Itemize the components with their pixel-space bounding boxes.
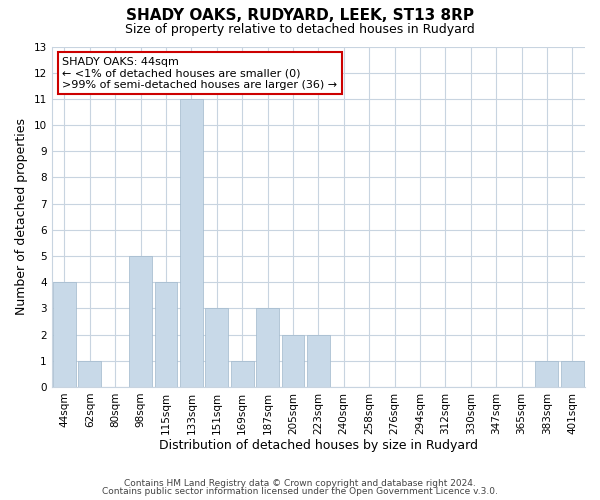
Bar xyxy=(129,256,152,387)
Bar xyxy=(53,282,76,387)
X-axis label: Distribution of detached houses by size in Rudyard: Distribution of detached houses by size … xyxy=(159,440,478,452)
Text: SHADY OAKS: 44sqm
← <1% of detached houses are smaller (0)
>99% of semi-detached: SHADY OAKS: 44sqm ← <1% of detached hous… xyxy=(62,56,337,90)
Bar xyxy=(561,361,584,387)
Bar xyxy=(256,308,279,387)
Bar xyxy=(535,361,559,387)
Text: Contains public sector information licensed under the Open Government Licence v.: Contains public sector information licen… xyxy=(102,487,498,496)
Bar xyxy=(180,99,203,387)
Text: Contains HM Land Registry data © Crown copyright and database right 2024.: Contains HM Land Registry data © Crown c… xyxy=(124,478,476,488)
Y-axis label: Number of detached properties: Number of detached properties xyxy=(15,118,28,315)
Bar xyxy=(307,334,330,387)
Bar xyxy=(79,361,101,387)
Bar xyxy=(281,334,304,387)
Bar xyxy=(231,361,254,387)
Bar xyxy=(155,282,178,387)
Text: SHADY OAKS, RUDYARD, LEEK, ST13 8RP: SHADY OAKS, RUDYARD, LEEK, ST13 8RP xyxy=(126,8,474,22)
Bar xyxy=(205,308,228,387)
Text: Size of property relative to detached houses in Rudyard: Size of property relative to detached ho… xyxy=(125,22,475,36)
